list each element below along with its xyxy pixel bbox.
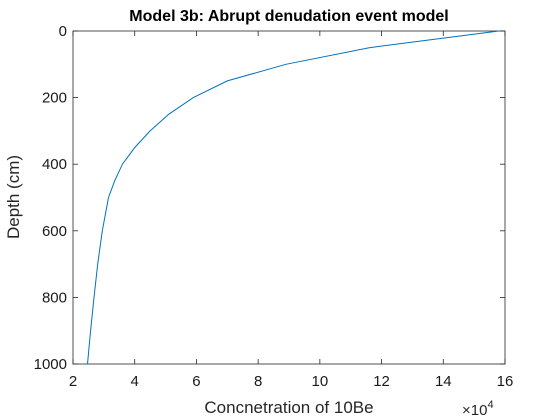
y-tick-label-1000: 1000 [34,356,67,373]
x-tick-label-8: 8 [254,373,262,390]
x-axis-multiplier-exponent: 4 [487,399,493,411]
x-tick-label-12: 12 [373,373,390,390]
y-tick-label-0: 0 [59,23,67,40]
y-tick-label-600: 600 [42,223,67,240]
x-axis-label: Concnetration of 10Be [204,398,373,417]
x-tick-label-4: 4 [131,373,139,390]
y-tick-label-400: 400 [42,156,67,173]
x-tick-label-10: 10 [312,373,329,390]
y-axis-label: Depth (cm) [4,155,23,239]
x-tick-label-2: 2 [69,373,77,390]
y-tick-label-800: 800 [42,289,67,306]
x-tick-label-14: 14 [435,373,452,390]
chart-title: Model 3b: Abrupt denudation event model [129,8,448,25]
x-tick-label-6: 6 [192,373,200,390]
plot-area [73,31,505,364]
x-tick-label-16: 16 [497,373,514,390]
x-axis-multiplier-base: ×10 [462,402,487,419]
x-axis-multiplier: ×104 [462,399,494,419]
y-tick-label-200: 200 [42,90,67,107]
